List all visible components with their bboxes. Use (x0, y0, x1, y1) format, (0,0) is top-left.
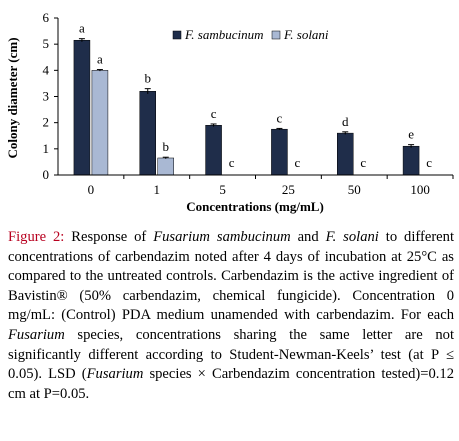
significance-letter: c (295, 155, 301, 170)
y-tick-label: 2 (43, 115, 50, 130)
bar-sambucinum (337, 132, 354, 176)
significance-letter: a (79, 21, 85, 36)
caption-species: F. solani (325, 229, 379, 245)
significance-letter: b (163, 139, 170, 154)
x-tick-label: 1 (154, 182, 161, 197)
x-tick-label: 5 (219, 182, 226, 197)
significance-letter: c (211, 106, 217, 121)
caption-text: species, concentrations sharing the same… (8, 326, 454, 383)
legend-label-solani: F. solani (283, 27, 329, 42)
x-tick-label: 0 (88, 182, 95, 197)
y-axis-label: Colony diameter (cm) (5, 37, 20, 158)
figure-label: Figure 2: (8, 229, 65, 245)
significance-letter: a (97, 52, 103, 67)
x-tick-label: 50 (348, 182, 361, 197)
significance-letter: c (277, 110, 283, 125)
x-axis-label: Concentrations (mg/mL) (186, 199, 324, 214)
bar-sambucinum (205, 125, 222, 176)
bar-sambucinum (402, 145, 420, 176)
significance-letter: c (229, 155, 235, 170)
y-tick-label: 1 (43, 141, 50, 156)
caption-genus: Fusarium (8, 326, 65, 343)
figure-caption: Figure 2: Response of Fusarium sambucinu… (8, 228, 454, 404)
caption-species: Fusarium sambucinum (153, 229, 291, 245)
legend-swatch-solani (271, 30, 281, 40)
legend: F. sambucinum F. solani (172, 27, 329, 42)
axes (57, 18, 453, 176)
y-axis-ticks: 0 1 2 3 4 5 6 0 1 5 25 50 100 (43, 10, 454, 197)
bar-solani (91, 70, 109, 176)
y-tick-label: 3 (43, 89, 50, 104)
legend-label-sambucinum: F. sambucinum (184, 27, 263, 42)
caption-genus: Fusarium (86, 366, 144, 383)
y-tick-label: 4 (43, 62, 50, 77)
significance-letter: c (360, 155, 366, 170)
caption-text: species × Carbendazim concentration test… (8, 366, 454, 402)
caption-text: to different concentrations of carbendaz… (8, 229, 455, 324)
y-tick-label: 6 (43, 10, 50, 25)
bar-sambucinum (73, 39, 91, 176)
bar-solani (157, 157, 174, 176)
significance-letter: b (145, 71, 152, 86)
significance-letter: e (408, 127, 414, 142)
bar-sambucinum (271, 128, 288, 176)
caption-text: Response of (64, 229, 154, 245)
bar-sambucinum (139, 91, 156, 176)
y-tick-label: 0 (43, 167, 50, 182)
x-tick-label: 25 (282, 182, 295, 197)
y-tick-label: 5 (43, 36, 50, 51)
significance-letter: c (426, 155, 432, 170)
legend-swatch-sambucinum (172, 30, 182, 40)
x-tick-label: 100 (410, 182, 430, 197)
caption-text: and (290, 229, 326, 245)
significance-letter: d (342, 114, 349, 129)
